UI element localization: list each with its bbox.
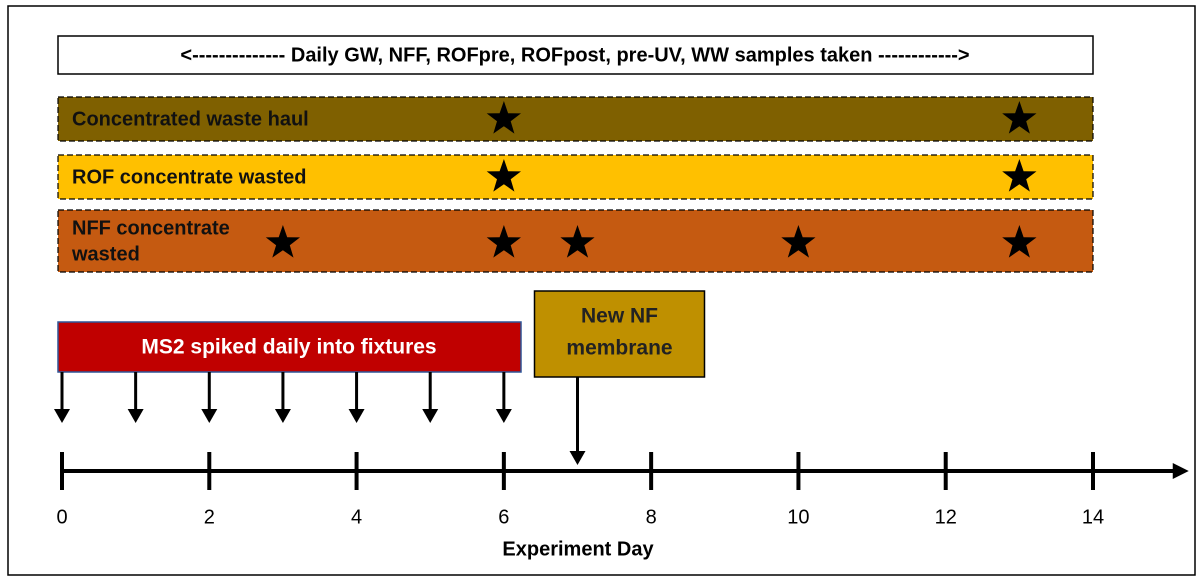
star xyxy=(265,225,300,258)
tick-label: 10 xyxy=(787,506,809,528)
tick-label: 4 xyxy=(351,506,362,528)
star xyxy=(560,225,595,258)
row-label: wasted xyxy=(71,243,140,265)
spike-box xyxy=(57,321,522,373)
spike-label: MS2 spiked daily into fixtures xyxy=(141,336,436,359)
tick-label: 2 xyxy=(204,506,215,528)
star xyxy=(781,225,816,258)
tick-label: 0 xyxy=(56,506,67,528)
tick-label: 6 xyxy=(498,506,509,528)
spike-arrow-head xyxy=(54,409,70,423)
row-bar xyxy=(57,154,1094,200)
membrane-label: New NF xyxy=(581,305,658,328)
spike-arrow-head xyxy=(348,409,365,423)
spike-arrow-head xyxy=(422,409,439,423)
row-label: NFF concentrate xyxy=(72,217,230,239)
row-label: Concentrated waste haul xyxy=(72,108,309,130)
axis-arrowhead xyxy=(1172,463,1189,479)
star xyxy=(1002,159,1037,192)
spike-arrow-head xyxy=(274,409,291,423)
star xyxy=(486,101,521,134)
membrane-label: membrane xyxy=(566,337,672,360)
star xyxy=(486,159,521,192)
spike-arrow-head xyxy=(127,409,144,423)
membrane-arrow-head xyxy=(569,451,586,465)
tick-label: 8 xyxy=(646,506,657,528)
banner-text: <-------------- Daily GW, NFF, ROFpre, R… xyxy=(180,44,969,66)
star xyxy=(486,225,521,258)
tick-label: 12 xyxy=(935,506,957,528)
row-label: ROF concentrate wasted xyxy=(72,166,307,188)
tick-label: 14 xyxy=(1082,506,1104,528)
membrane-box xyxy=(533,290,706,378)
spike-arrow-head xyxy=(495,409,512,423)
axis-label: Experiment Day xyxy=(502,538,654,560)
star xyxy=(1002,225,1037,258)
row-bar xyxy=(57,96,1094,142)
star xyxy=(1002,101,1037,134)
spike-arrow-head xyxy=(201,409,218,423)
banner-box xyxy=(57,35,1094,75)
